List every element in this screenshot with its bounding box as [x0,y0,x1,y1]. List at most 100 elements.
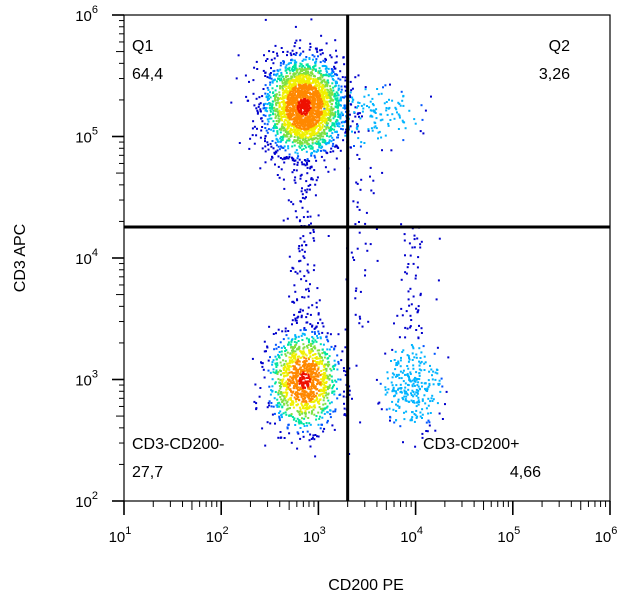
event-point [272,62,275,65]
event-point [297,73,300,76]
event-point [308,145,310,148]
event-point [263,350,266,353]
event-point [304,390,307,393]
event-point [284,399,287,402]
event-point [304,91,307,94]
event-point [323,159,326,162]
event-point [321,373,324,376]
event-point [311,411,314,414]
event-point [265,95,268,98]
event-point [310,378,313,381]
event-point [261,95,264,98]
event-point [305,288,307,291]
event-point [295,216,298,219]
event-point [361,115,363,118]
event-point [313,85,316,88]
event-point [309,375,312,378]
event-point [271,107,274,110]
event-point [317,140,320,143]
event-point [311,368,313,371]
event-point [344,76,347,79]
event-point [262,103,265,106]
event-point [375,378,378,381]
event-point [278,104,281,107]
event-point [284,124,287,127]
event-point [277,145,280,148]
event-point [306,163,309,166]
event-point [298,363,301,366]
event-point [230,101,233,104]
event-point [295,322,298,324]
event-point [327,119,330,122]
event-point [402,104,405,107]
event-point [392,386,395,389]
event-point [381,118,384,121]
event-point [309,283,311,286]
event-point [300,334,303,337]
event-point [299,39,302,42]
event-point [392,388,395,391]
event-point [359,317,362,320]
event-point [337,77,340,80]
event-point [278,94,281,96]
event-point [323,407,326,410]
event-point [384,388,387,391]
event-point [413,393,416,396]
event-point [317,103,320,105]
event-point [316,132,319,135]
event-point [345,115,348,118]
event-point [289,92,291,95]
event-point [285,109,288,111]
event-point [312,408,315,411]
event-point [300,190,303,193]
event-point [274,343,277,346]
event-point [438,379,441,382]
event-point [310,365,313,368]
event-point [291,97,294,100]
event-point [285,106,288,109]
event-point [319,144,322,147]
event-point [300,200,302,203]
event-point [299,146,302,149]
event-point [299,62,302,65]
event-point [269,113,272,116]
event-point [332,71,335,74]
event-point [301,244,303,247]
event-point [333,347,336,350]
event-point [287,94,290,97]
event-point [275,347,278,350]
event-point [312,111,315,114]
event-point [317,352,320,355]
event-point [403,389,406,392]
event-point [303,66,306,69]
event-point [358,115,360,118]
event-point [290,77,293,80]
event-point [316,375,319,378]
event-point [341,124,344,127]
event-point [314,399,317,402]
event-point [292,390,295,393]
event-point [311,102,314,105]
event-point [316,98,319,101]
event-point [253,104,256,107]
event-point [273,98,276,101]
event-point [360,141,363,144]
event-point [299,134,302,137]
event-point [286,404,289,407]
event-point [413,238,416,241]
event-point [286,54,288,57]
event-point [304,58,307,61]
event-point [348,113,351,116]
event-point [332,117,335,120]
event-point [306,363,309,366]
event-point [286,121,289,124]
event-point [277,110,280,113]
event-point [404,373,406,376]
event-point [310,145,313,148]
event-point [279,113,282,116]
event-point [323,80,326,83]
event-point [297,340,300,342]
event-point [292,387,295,390]
event-point [330,56,333,59]
event-point [319,427,322,430]
